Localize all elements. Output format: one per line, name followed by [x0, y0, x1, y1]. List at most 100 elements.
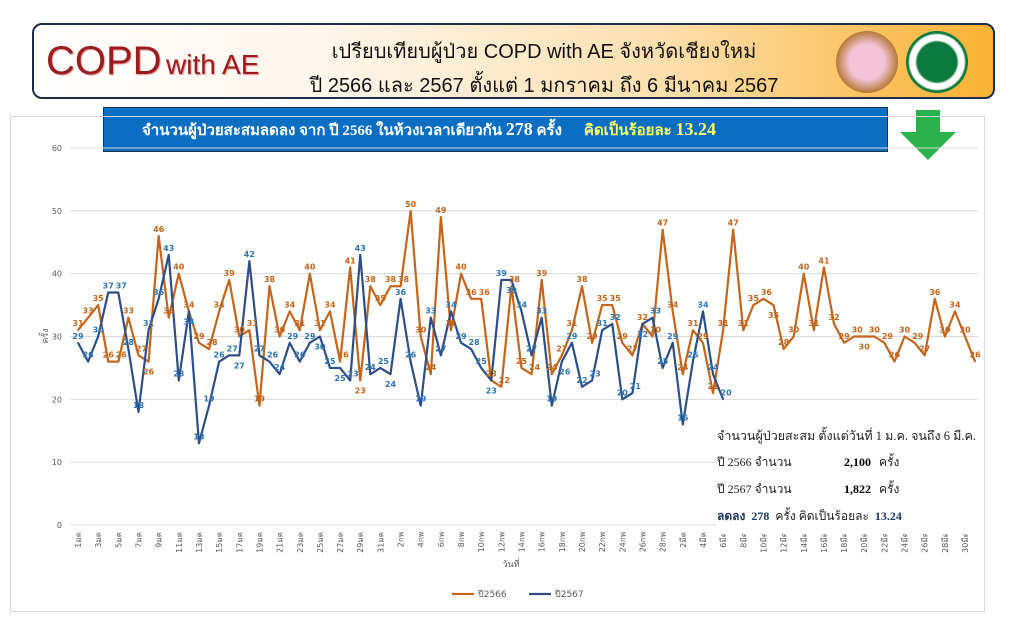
x-tick-label: 24กพ — [618, 532, 627, 552]
data-point — [792, 335, 795, 338]
data-label: 46 — [153, 225, 165, 234]
data-label: 23 — [355, 386, 366, 395]
data-label: 42 — [244, 250, 255, 259]
data-label: 34 — [949, 300, 961, 309]
data-point — [238, 354, 241, 357]
data-label: 24 — [385, 380, 397, 389]
data-label: 31 — [72, 319, 84, 328]
x-tick-label: 3มค — [94, 532, 103, 548]
data-label: 38 — [509, 275, 521, 284]
data-label: 28 — [778, 338, 790, 347]
data-point — [813, 329, 815, 332]
x-tick-label: 5มค — [114, 532, 123, 548]
data-point — [278, 335, 281, 338]
data-label: 23 — [590, 369, 601, 378]
data-point — [944, 335, 946, 338]
data-label: 39 — [496, 269, 508, 278]
data-label: 30 — [788, 326, 800, 335]
data-point — [147, 360, 150, 363]
data-label: 20 — [617, 388, 629, 397]
x-tick-label: 1มค — [74, 532, 83, 548]
data-point — [601, 304, 603, 306]
data-label: 22 — [499, 376, 510, 385]
data-point — [268, 360, 271, 363]
summary-banner: จำนวนผู้ป่วยสะสมลดลง จาก ปี 2566 ในห้วงเ… — [103, 107, 888, 152]
summary-row2-value: 1,822 — [844, 482, 871, 496]
data-point — [349, 266, 351, 269]
data-label: 29 — [587, 332, 599, 341]
banner-count: 278 — [505, 119, 533, 139]
data-label: 27 — [136, 344, 147, 353]
data-point — [157, 235, 160, 237]
data-label: 25 — [476, 357, 488, 366]
data-label: 29 — [455, 332, 467, 341]
x-tick-label: 4กพ — [417, 532, 426, 547]
data-label: 24 — [529, 363, 541, 372]
data-point — [934, 298, 936, 300]
data-point — [319, 335, 321, 338]
legend-label: ปี2567 — [555, 589, 584, 600]
data-point — [238, 335, 241, 338]
data-label: 34 — [284, 300, 296, 309]
data-label: 24 — [365, 363, 377, 372]
data-label: 26 — [103, 351, 115, 360]
y-tick-label: 50 — [52, 207, 62, 216]
x-tick-label: 26กพ — [638, 532, 647, 552]
data-label: 24 — [677, 363, 689, 372]
data-label: 26 — [405, 351, 417, 360]
data-point — [77, 329, 79, 332]
data-label: 37 — [103, 282, 114, 291]
data-point — [621, 398, 624, 401]
data-point — [611, 304, 614, 306]
data-point — [127, 316, 130, 319]
data-label: 24 — [707, 363, 719, 372]
x-tick-label: 6กพ — [437, 532, 446, 547]
data-point — [430, 373, 432, 376]
data-label: 21 — [630, 382, 642, 391]
data-label: 27 — [435, 344, 446, 353]
data-point — [178, 379, 180, 382]
data-point — [248, 329, 251, 332]
data-label: 27 — [627, 344, 638, 353]
data-label: 30 — [274, 326, 286, 335]
y-tick-label: 30 — [52, 333, 62, 342]
summary-diff-row: ลดลง 278 ครั้ง คิดเป็นร้อยละ 13.24 — [717, 507, 982, 534]
data-label: 13 — [193, 432, 204, 441]
data-label: 31 — [738, 319, 750, 328]
summary-heading-row: จำนวนผู้ป่วยสะสม ตั้งแต่วันที่ 1 ม.ค. จน… — [717, 426, 982, 453]
data-point — [77, 341, 79, 344]
data-point — [903, 335, 906, 338]
data-label: 20 — [721, 388, 733, 397]
data-point — [117, 360, 120, 363]
data-label: 30 — [93, 326, 105, 335]
data-point — [843, 341, 845, 344]
data-point — [419, 335, 422, 338]
data-label: 25 — [516, 357, 528, 366]
data-point — [671, 310, 674, 313]
data-point — [520, 310, 523, 313]
x-tick-label: 13มค — [195, 532, 204, 553]
data-point — [923, 354, 926, 357]
ministry-of-public-health-logo-icon — [906, 31, 968, 93]
data-label: 36 — [761, 288, 773, 297]
y-tick-label: 20 — [52, 395, 62, 404]
data-point — [329, 310, 331, 313]
data-point — [893, 360, 896, 363]
data-label: 32 — [637, 330, 648, 339]
data-label: 25 — [378, 357, 390, 366]
data-point — [97, 335, 99, 338]
summary-row1: ปี 2566 จำนวน 2,100 ครั้ง — [717, 453, 982, 480]
data-point — [349, 379, 351, 382]
data-point — [510, 285, 513, 288]
data-point — [671, 341, 674, 344]
data-label: 23 — [348, 369, 359, 378]
data-label: 30 — [415, 326, 427, 335]
data-point — [964, 335, 966, 338]
data-label: 32 — [610, 313, 621, 322]
data-point — [682, 373, 684, 376]
x-tick-label: 22กพ — [598, 532, 607, 552]
data-point — [661, 228, 664, 231]
data-point — [319, 329, 321, 332]
data-point — [621, 341, 624, 344]
